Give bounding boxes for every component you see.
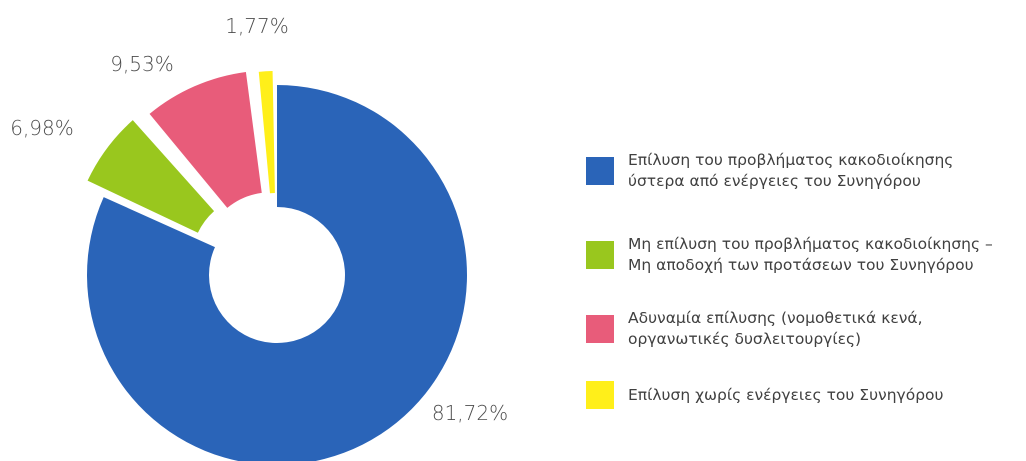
label-resolved-without-action: 1,77% <box>225 14 289 38</box>
legend-label-not-resolved: Μη επίλυση του προβλήματος κακοδιοίκησης… <box>628 235 993 274</box>
slice-not-resolved <box>87 120 215 233</box>
label-inability: 9,53% <box>110 52 174 76</box>
slice-inability <box>149 71 262 208</box>
legend-item-resolved-without-action: Επίλυση χωρίς ενέργειες του Συνηγόρου <box>586 381 943 409</box>
legend-swatch-inability <box>586 315 614 343</box>
legend-item-not-resolved: Μη επίλυση του προβλήματος κακοδιοίκησης… <box>586 234 993 276</box>
pie-slices <box>86 71 467 461</box>
legend-swatch-resolved <box>586 157 614 185</box>
slice-resolved-without-action <box>258 71 275 194</box>
legend-swatch-resolved-without-action <box>586 381 614 409</box>
legend-label-resolved-without-action: Επίλυση χωρίς ενέργειες του Συνηγόρου <box>628 385 944 404</box>
legend-item-inability: Αδυναμία επίλυσης (νομοθετικά κενά, οργα… <box>586 308 923 350</box>
legend-label-inability: Αδυναμία επίλυσης (νομοθετικά κενά, οργα… <box>628 309 923 348</box>
pie-labels: 81,72% 6,98% 9,53% 1,77% <box>10 14 508 425</box>
label-not-resolved: 6,98% <box>10 116 74 140</box>
legend-item-resolved: Επίλυση του προβλήματος κακοδιοίκησης ύσ… <box>586 150 953 192</box>
legend-swatch-not-resolved <box>586 241 614 269</box>
label-resolved: 81,72% <box>432 401 508 425</box>
slice-resolved <box>86 85 467 461</box>
legend-label-resolved: Επίλυση του προβλήματος κακοδιοίκησης ύσ… <box>628 151 954 190</box>
